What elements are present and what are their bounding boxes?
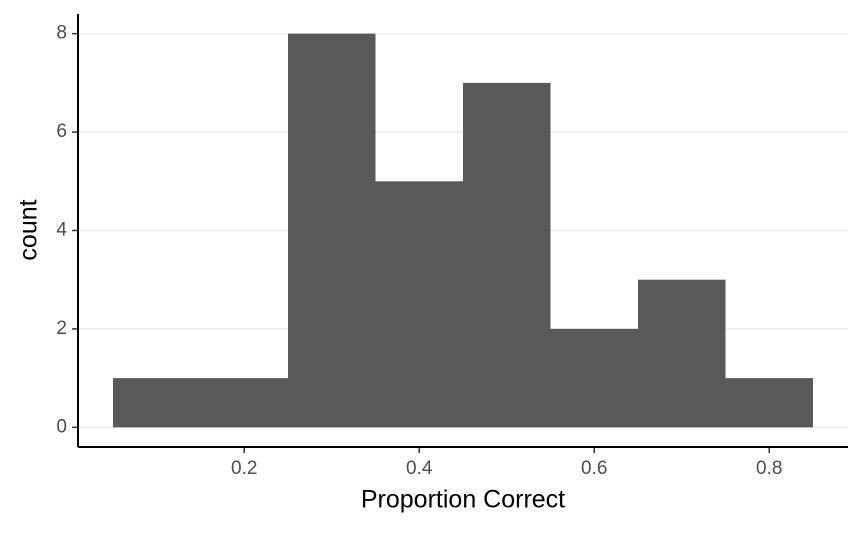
y-tick-label: 8 [56,23,67,44]
bar [725,378,813,428]
y-tick-label: 2 [56,318,67,339]
bar [288,33,376,428]
bar [638,279,726,428]
bar [463,82,551,428]
x-tick-label: 0.6 [581,458,607,479]
x-tick-label: 0.4 [406,458,433,479]
y-tick-label: 6 [56,121,67,142]
y-axis-label: count [15,199,43,260]
y-tick-label: 0 [56,416,67,437]
bar [113,378,201,428]
x-tick-label: 0.2 [231,458,257,479]
y-tick-label: 4 [56,220,67,241]
bar [550,328,638,428]
x-tick-label: 0.8 [756,458,782,479]
x-axis-label: Proportion Correct [361,486,565,514]
bar [375,181,463,428]
bar [200,378,288,428]
